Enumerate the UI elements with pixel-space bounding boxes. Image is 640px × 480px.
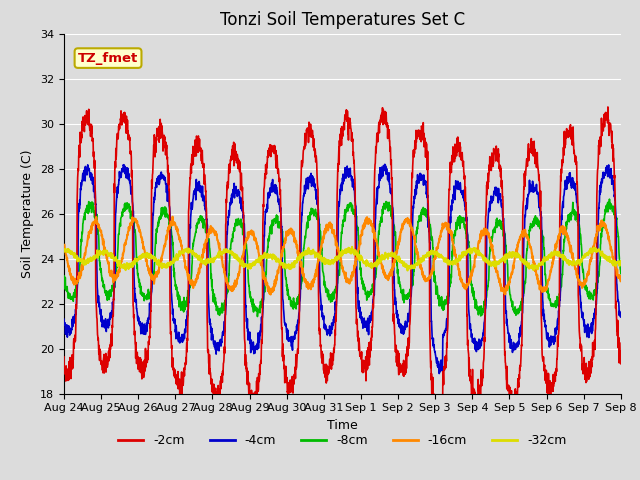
Y-axis label: Soil Temperature (C): Soil Temperature (C) bbox=[22, 149, 35, 278]
Legend: -2cm, -4cm, -8cm, -16cm, -32cm: -2cm, -4cm, -8cm, -16cm, -32cm bbox=[113, 429, 572, 452]
Text: TZ_fmet: TZ_fmet bbox=[78, 51, 138, 65]
X-axis label: Time: Time bbox=[327, 419, 358, 432]
Title: Tonzi Soil Temperatures Set C: Tonzi Soil Temperatures Set C bbox=[220, 11, 465, 29]
